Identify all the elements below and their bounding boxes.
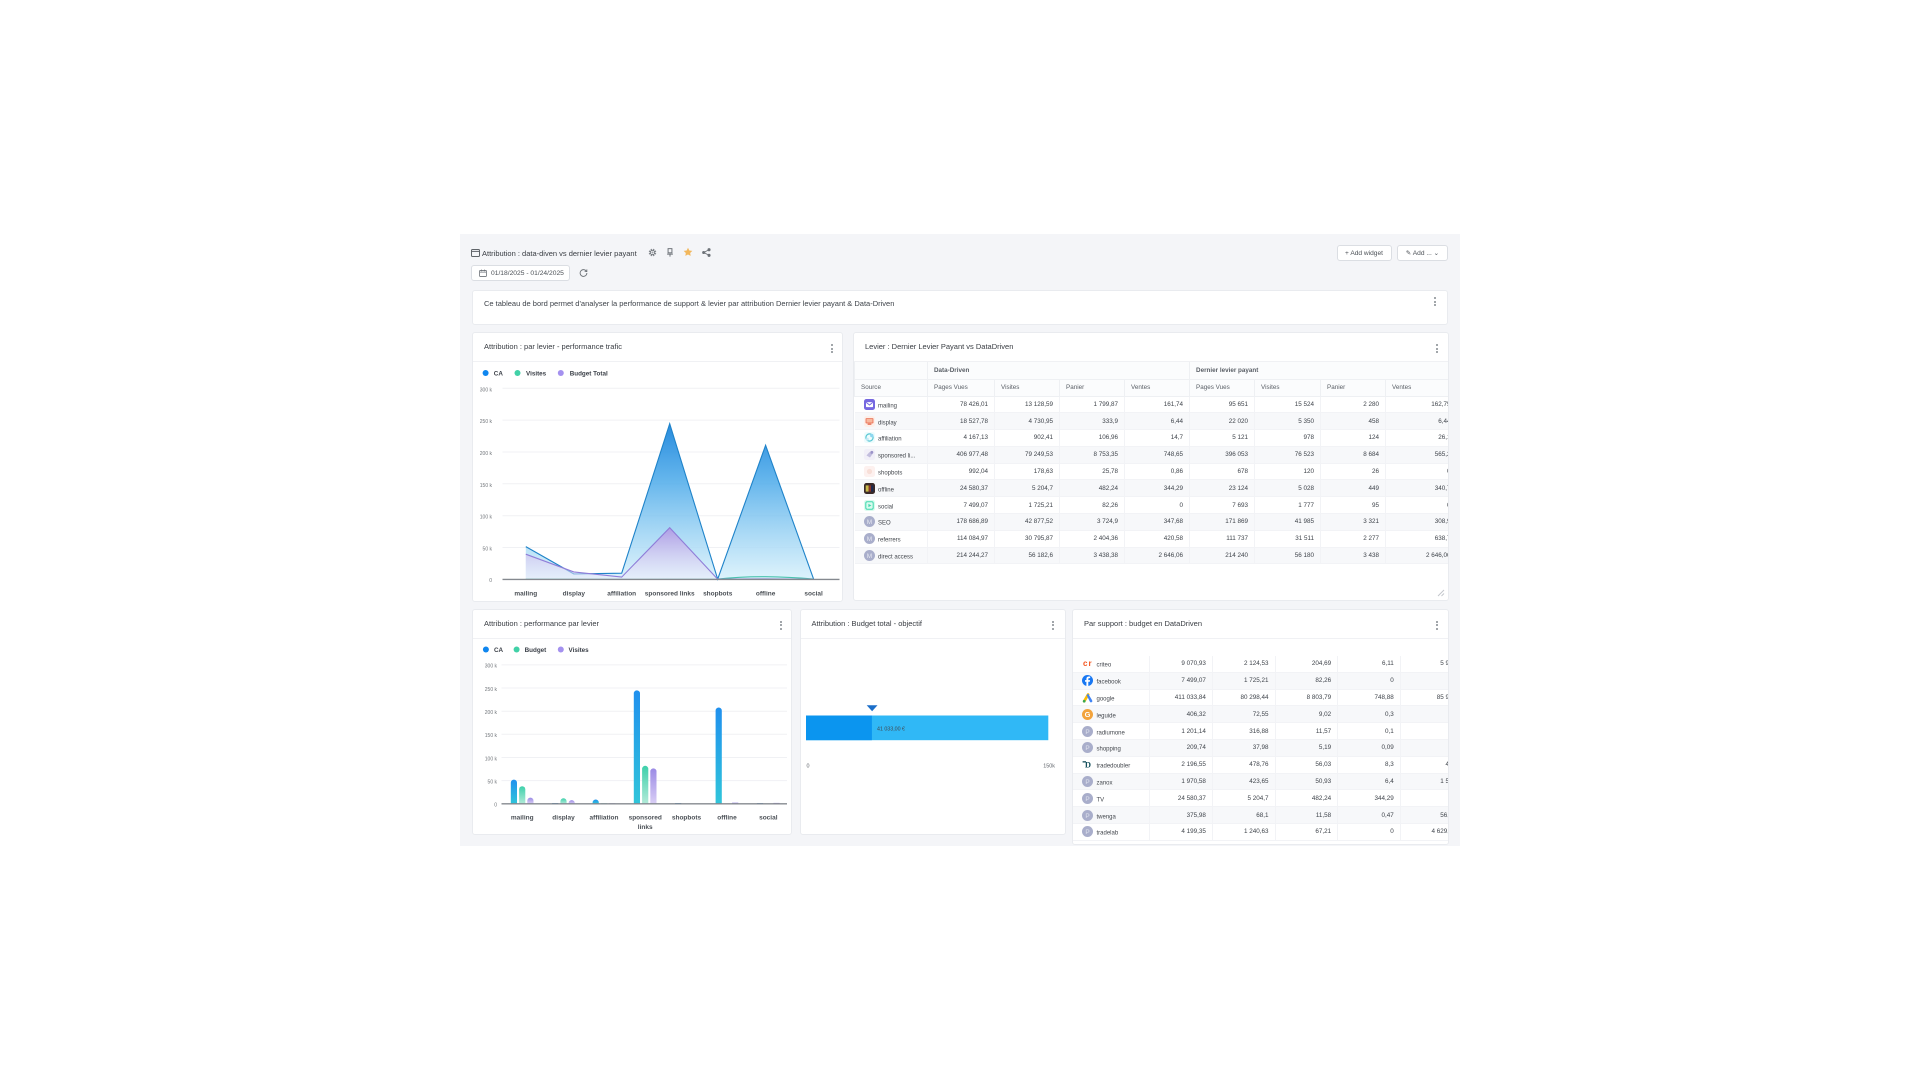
svg-text:offline: offline xyxy=(756,591,776,598)
svg-text:CA: CA xyxy=(494,370,504,377)
svg-text:affiliation: affiliation xyxy=(590,814,619,821)
svg-text:c: c xyxy=(1083,659,1088,668)
svg-text:mailing: mailing xyxy=(511,814,534,821)
svg-text:social: social xyxy=(759,814,778,821)
svg-text:D: D xyxy=(1085,760,1091,770)
svg-text:G: G xyxy=(1085,710,1091,719)
svg-text:M: M xyxy=(866,536,871,543)
svg-text:r: r xyxy=(1088,659,1091,668)
svg-text:display: display xyxy=(563,591,586,598)
svg-text:Visites: Visites xyxy=(569,646,590,653)
svg-text:P: P xyxy=(1085,829,1089,836)
svg-text:CA: CA xyxy=(494,646,504,653)
svg-text:shopbots: shopbots xyxy=(672,814,702,821)
svg-text:150 k: 150 k xyxy=(480,483,493,489)
svg-text:P: P xyxy=(1085,728,1089,735)
svg-text:50 k: 50 k xyxy=(488,779,498,785)
svg-text:200 k: 200 k xyxy=(480,451,493,457)
svg-text:41 033,00 €: 41 033,00 € xyxy=(877,726,905,732)
svg-text:P: P xyxy=(1085,812,1089,819)
svg-text:Visites: Visites xyxy=(526,370,547,377)
svg-text:mailing: mailing xyxy=(514,591,537,598)
svg-text:150 k: 150 k xyxy=(485,733,498,739)
svg-text:P: P xyxy=(1085,745,1089,752)
svg-text:250 k: 250 k xyxy=(480,419,493,425)
svg-text:sponsored: sponsored xyxy=(629,814,662,821)
svg-text:0: 0 xyxy=(494,802,497,808)
svg-text:P: P xyxy=(1085,779,1089,786)
svg-text:affiliation: affiliation xyxy=(607,591,636,598)
svg-text:150k: 150k xyxy=(1043,763,1055,769)
svg-text:P: P xyxy=(1085,796,1089,803)
svg-text:200 k: 200 k xyxy=(485,710,498,716)
svg-text:50 k: 50 k xyxy=(483,547,493,553)
svg-text:100 k: 100 k xyxy=(485,756,498,762)
svg-text:Budget: Budget xyxy=(525,646,548,653)
svg-text:display: display xyxy=(552,814,575,821)
svg-text:M: M xyxy=(866,519,871,526)
svg-text:links: links xyxy=(638,824,653,831)
svg-text:sponsored links: sponsored links xyxy=(645,591,695,598)
svg-text:social: social xyxy=(804,591,823,598)
svg-text:0: 0 xyxy=(489,578,492,584)
svg-text:100 k: 100 k xyxy=(480,515,493,521)
svg-text:M: M xyxy=(866,553,871,560)
svg-text:250 k: 250 k xyxy=(485,686,498,692)
svg-text:offline: offline xyxy=(717,814,737,821)
svg-text:0: 0 xyxy=(806,763,809,769)
svg-text:300 k: 300 k xyxy=(485,663,498,669)
svg-text:300 k: 300 k xyxy=(480,387,493,393)
svg-text:shopbots: shopbots xyxy=(703,591,733,598)
svg-text:Budget Total: Budget Total xyxy=(570,370,608,377)
